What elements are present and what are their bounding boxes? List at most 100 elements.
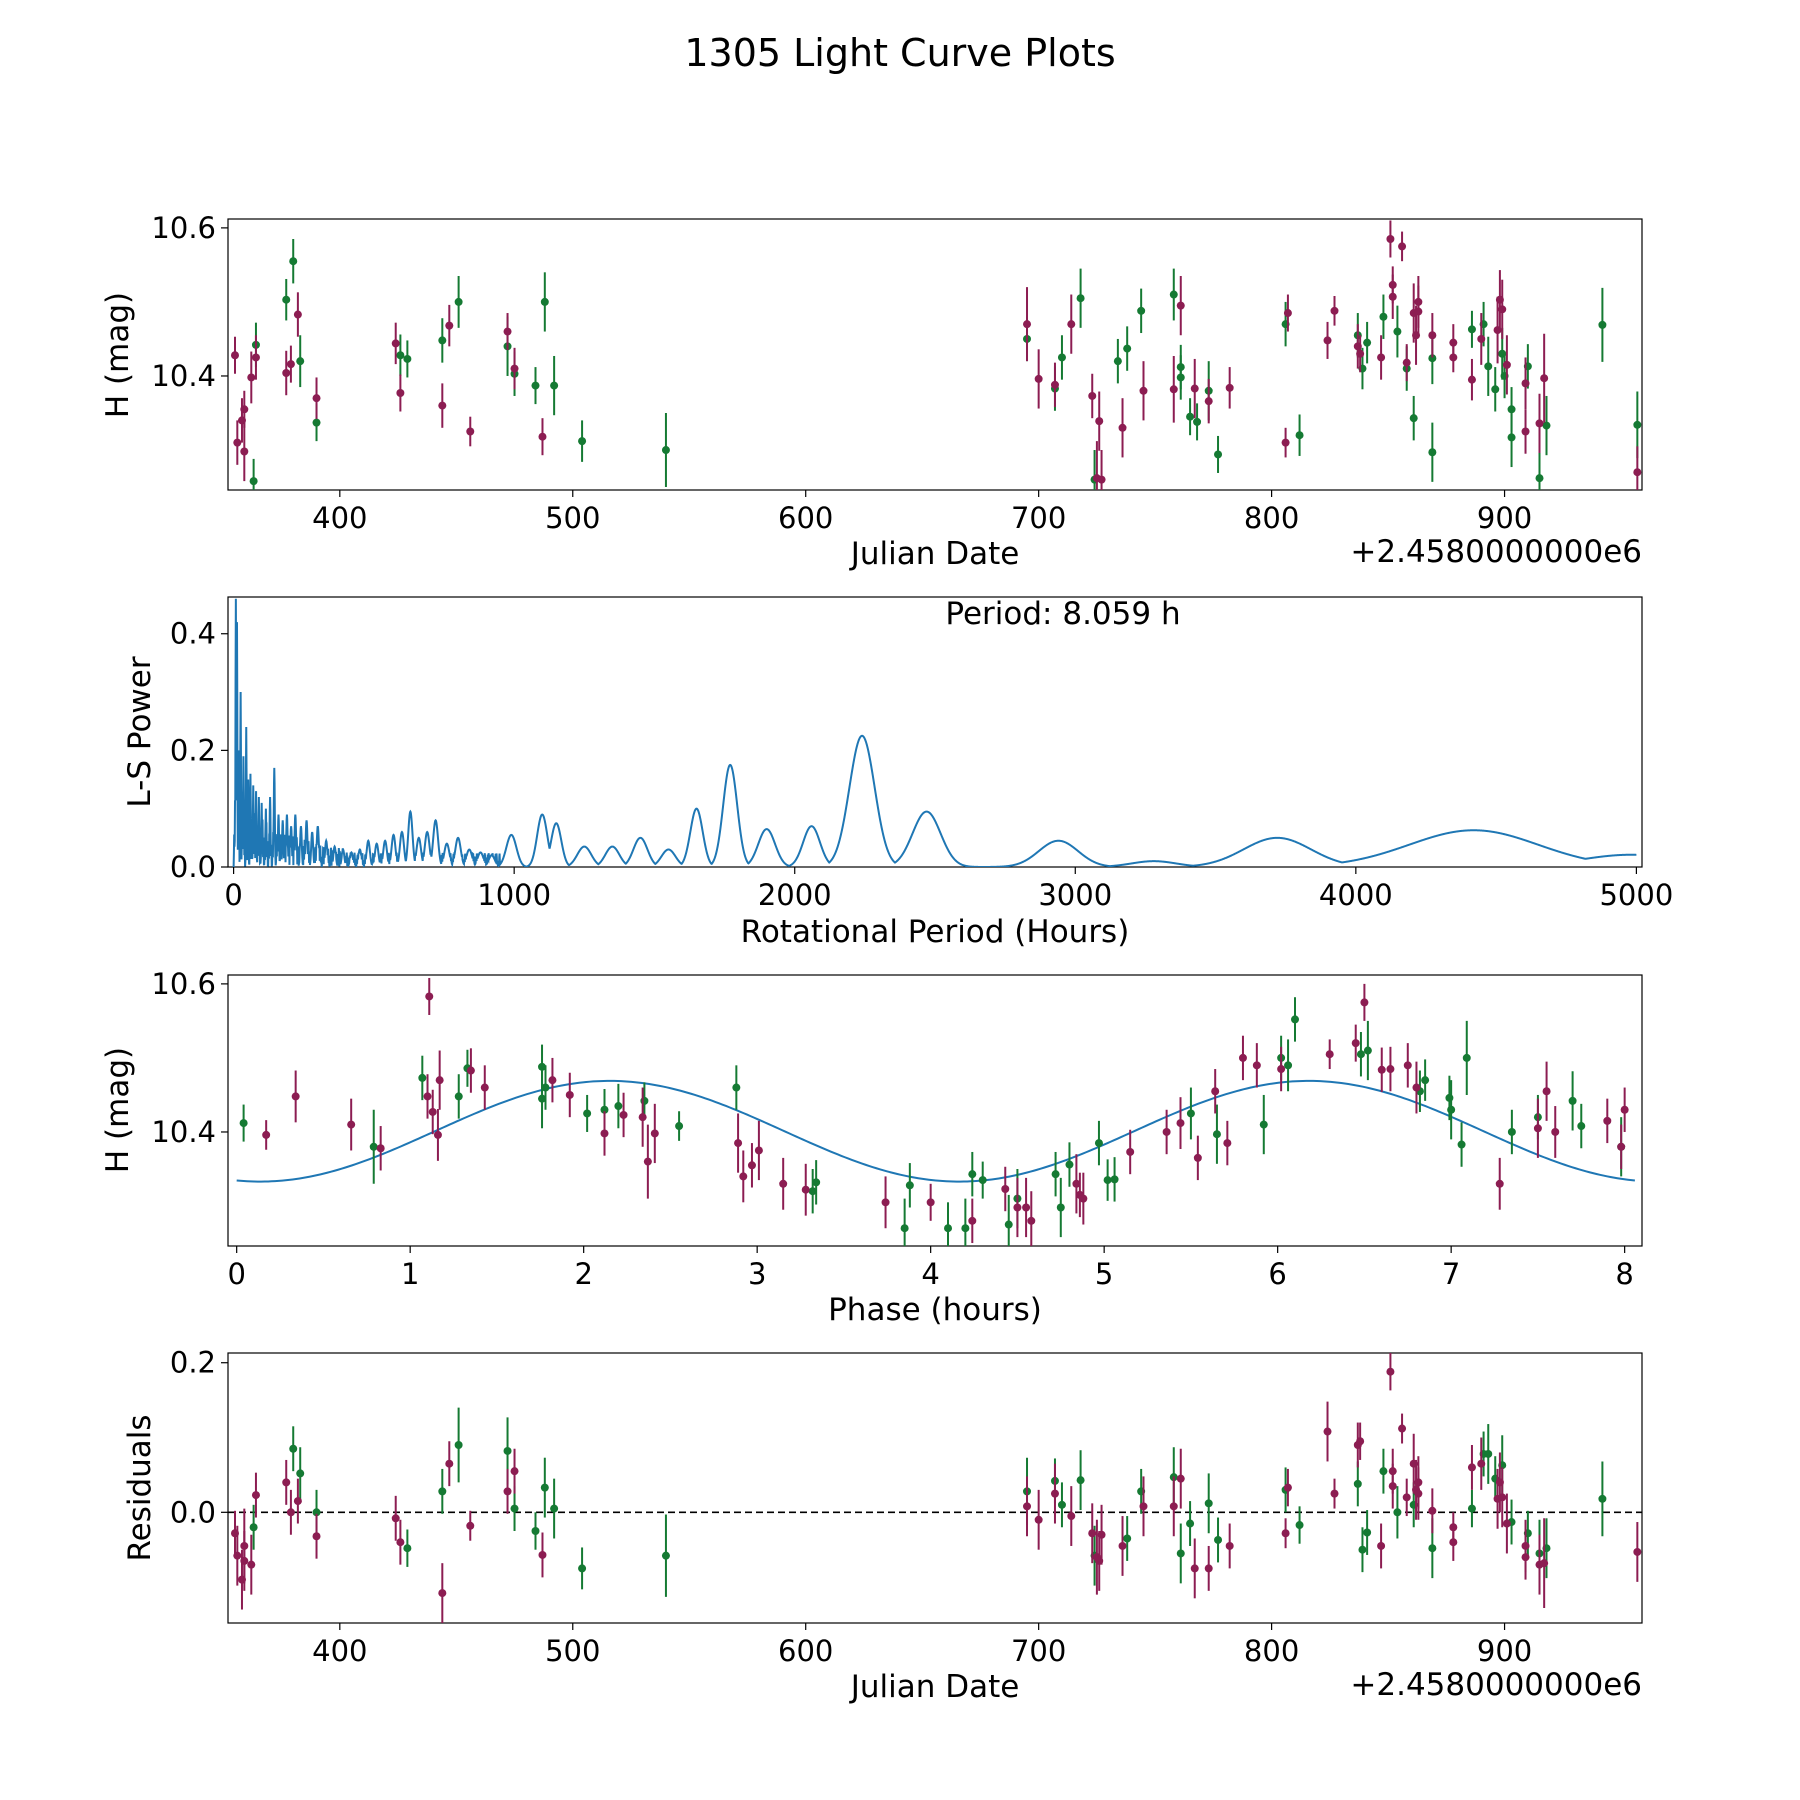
phased-data-point [1186,1109,1195,1118]
lightcurve-data-point [1283,309,1292,318]
phased-x-tick-label: 1 [401,1257,419,1291]
residuals-data-point [1097,1530,1106,1539]
phased-data-point [1568,1096,1577,1105]
periodogram-x-tick-label: 3000 [1038,878,1112,912]
phased-data-point [808,1187,817,1196]
lightcurve-data-point [1409,414,1418,423]
lightcurve-data-point [510,364,519,373]
lightcurve-data-point [1176,301,1185,310]
phased-data-point [1412,1083,1421,1092]
lightcurve-data-point [1398,242,1407,251]
residuals-data-point [247,1560,256,1569]
lightcurve-data-point [454,297,463,306]
residuals-data-point [661,1551,670,1560]
residuals-x-tick-label: 500 [545,1634,600,1668]
lightcurve-data-point [1118,423,1127,432]
phased-data-point [779,1179,788,1188]
phased-data-point [600,1129,609,1138]
phased-data-point [1386,1065,1395,1074]
lightcurve-data-point [391,339,400,348]
residuals-data-point [538,1550,547,1559]
residuals-data-point [403,1544,412,1553]
phased-y-tick-label: 10.4 [151,1115,216,1149]
residuals-data-point [1176,1474,1185,1483]
residuals-plot-area [228,1353,1642,1623]
lightcurve-data-point [1393,327,1402,336]
phased-data-point [435,1076,444,1085]
residuals-data-point [1521,1541,1530,1550]
residuals-data-point [510,1467,519,1476]
phased-data-point [1051,1170,1060,1179]
phased-data-point [369,1142,378,1151]
residuals-data-point [510,1504,519,1513]
lightcurve-data-point [1204,397,1213,406]
phased-data-point [1211,1087,1220,1096]
residuals-data-point [1034,1515,1043,1524]
lightcurve-data-point [503,327,512,336]
residuals-data-point [1176,1549,1185,1558]
phased-x-tick-label: 4 [921,1257,939,1291]
periodogram-panel: Period: 8.059 h Rotational Period (Hours… [122,596,1673,950]
phased-data-point [944,1224,953,1233]
residuals-data-point [286,1508,295,1517]
periodogram-y-tick-label: 0.2 [170,733,216,767]
lightcurve-panel: Julian Date +2.4580000000e6 H (mag) 400 5… [100,211,1643,572]
figure-title: 1305 Light Curve Plots [684,31,1115,75]
residuals-data-point [445,1459,454,1468]
lightcurve-data-point [396,351,405,360]
lightcurve-data-point [1414,307,1423,316]
phased-data-point [1259,1120,1268,1129]
phased-data-point [418,1073,427,1082]
periodogram-x-axis-label: Rotational Period (Hours) [741,914,1130,950]
phased-data-point [739,1172,748,1181]
lightcurve-data-point [1484,362,1493,371]
lightcurve-data-point [1428,354,1437,363]
lightcurve-data-point [1467,325,1476,334]
residuals-data-point [1428,1544,1437,1553]
phased-x-tick-label: 7 [1442,1257,1460,1291]
phased-data-point [968,1216,977,1225]
phased-data-point [1356,1050,1365,1059]
lightcurve-data-point [1467,375,1476,384]
phased-data-point [541,1083,550,1092]
lightcurve-axes-frame [227,218,1643,491]
periodogram-x-tick-label: 4000 [1319,878,1393,912]
phased-data-point [900,1224,909,1233]
lightcurve-data-point [396,389,405,398]
residuals-data-point [1118,1541,1127,1550]
residuals-data-point [396,1538,405,1547]
lightcurve-data-point [247,373,256,382]
phased-data-point [1126,1147,1135,1156]
residuals-data-point [1502,1519,1511,1528]
lightcurve-data-point [661,446,670,455]
phased-data-point [650,1129,659,1138]
residuals-data-point [1467,1504,1476,1513]
residuals-data-point [1353,1479,1362,1488]
residuals-data-point [1123,1534,1132,1543]
lightcurve-data-point [445,321,454,330]
residuals-data-point [1281,1529,1290,1538]
residuals-data-point [1190,1564,1199,1573]
phased-data-point [1193,1153,1202,1162]
residuals-data-point [1393,1508,1402,1517]
phased-plot-area [236,977,1635,1246]
phased-data-point [1617,1142,1626,1151]
phased-data-point [638,1113,647,1122]
lightcurve-data-point [1067,320,1076,329]
phased-data-point [1507,1127,1516,1136]
lightcurve-x-offset-label: +2.4580000000e6 [1350,534,1642,570]
lightcurve-data-point [282,369,291,378]
lightcurve-data-point [282,295,291,304]
phased-data-point [801,1185,810,1194]
lightcurve-data-point [1323,336,1332,345]
phased-data-point [1495,1179,1504,1188]
residuals-data-point [1283,1483,1292,1492]
residuals-data-point [1088,1529,1097,1538]
residuals-data-point [1402,1493,1411,1502]
residuals-data-point [438,1487,447,1496]
residuals-x-offset-label: +2.4580000000e6 [1350,1667,1642,1703]
lightcurve-data-point [1356,349,1365,358]
residuals-data-point [1633,1547,1642,1556]
lightcurve-x-tick-label: 900 [1477,501,1532,535]
phased-data-point [1363,1046,1372,1055]
